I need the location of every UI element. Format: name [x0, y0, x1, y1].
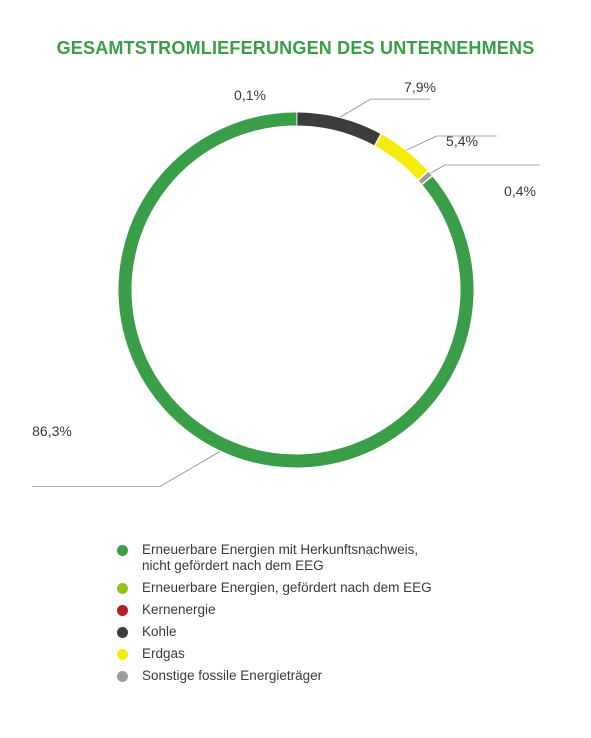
legend-swatch	[117, 605, 128, 616]
legend-label: Erdgas	[142, 646, 185, 661]
leader-line	[32, 451, 221, 487]
legend-swatch	[117, 671, 128, 682]
legend-item: Sonstige fossile Energieträger	[117, 668, 432, 684]
legend-label: Erneuerbare Energien mit Herkunftsnachwe…	[142, 542, 419, 573]
data-label: 7,9%	[404, 79, 436, 95]
data-label: 86,3%	[32, 423, 72, 439]
slice-erneuerbare-energien-mit-herkunftsnachwe	[118, 112, 474, 468]
legend-swatch	[117, 545, 128, 556]
chart-title: GESAMTSTROMLIEFERUNGEN DES UNTERNEHMENS	[56, 38, 535, 58]
donut-chart: 0,1% 7,9% 5,4% 0,4% 86,3%	[32, 79, 540, 487]
legend-item: Erneuerbare Energien, gefördert nach dem…	[117, 580, 432, 596]
legend-label: Erneuerbare Energien, gefördert nach dem…	[142, 580, 432, 595]
data-label: 0,1%	[234, 87, 266, 103]
legend-item: Kohle	[117, 624, 432, 640]
legend-label: Kernenergie	[142, 602, 216, 617]
legend-label: Sonstige fossile Energieträger	[142, 668, 323, 683]
slice-sonstige-fossile-energieträger	[418, 171, 432, 184]
slice-kohle	[297, 112, 381, 146]
legend-item: Erdgas	[117, 646, 432, 662]
slice-erdgas	[375, 134, 428, 180]
legend-swatch	[117, 649, 128, 660]
legend-swatch	[117, 627, 128, 638]
leader-line	[430, 164, 540, 174]
legend-swatch	[117, 583, 128, 594]
legend-item: Erneuerbare Energien mit Herkunftsnachwe…	[117, 542, 432, 574]
legend-label: Kohle	[142, 624, 177, 639]
leader-line	[406, 135, 497, 151]
data-label: 0,4%	[504, 183, 536, 199]
legend-item: Kernenergie	[117, 602, 432, 618]
leader-line	[340, 98, 431, 118]
data-label: 5,4%	[446, 133, 478, 149]
chart-legend: Erneuerbare Energien mit Herkunftsnachwe…	[117, 542, 432, 690]
